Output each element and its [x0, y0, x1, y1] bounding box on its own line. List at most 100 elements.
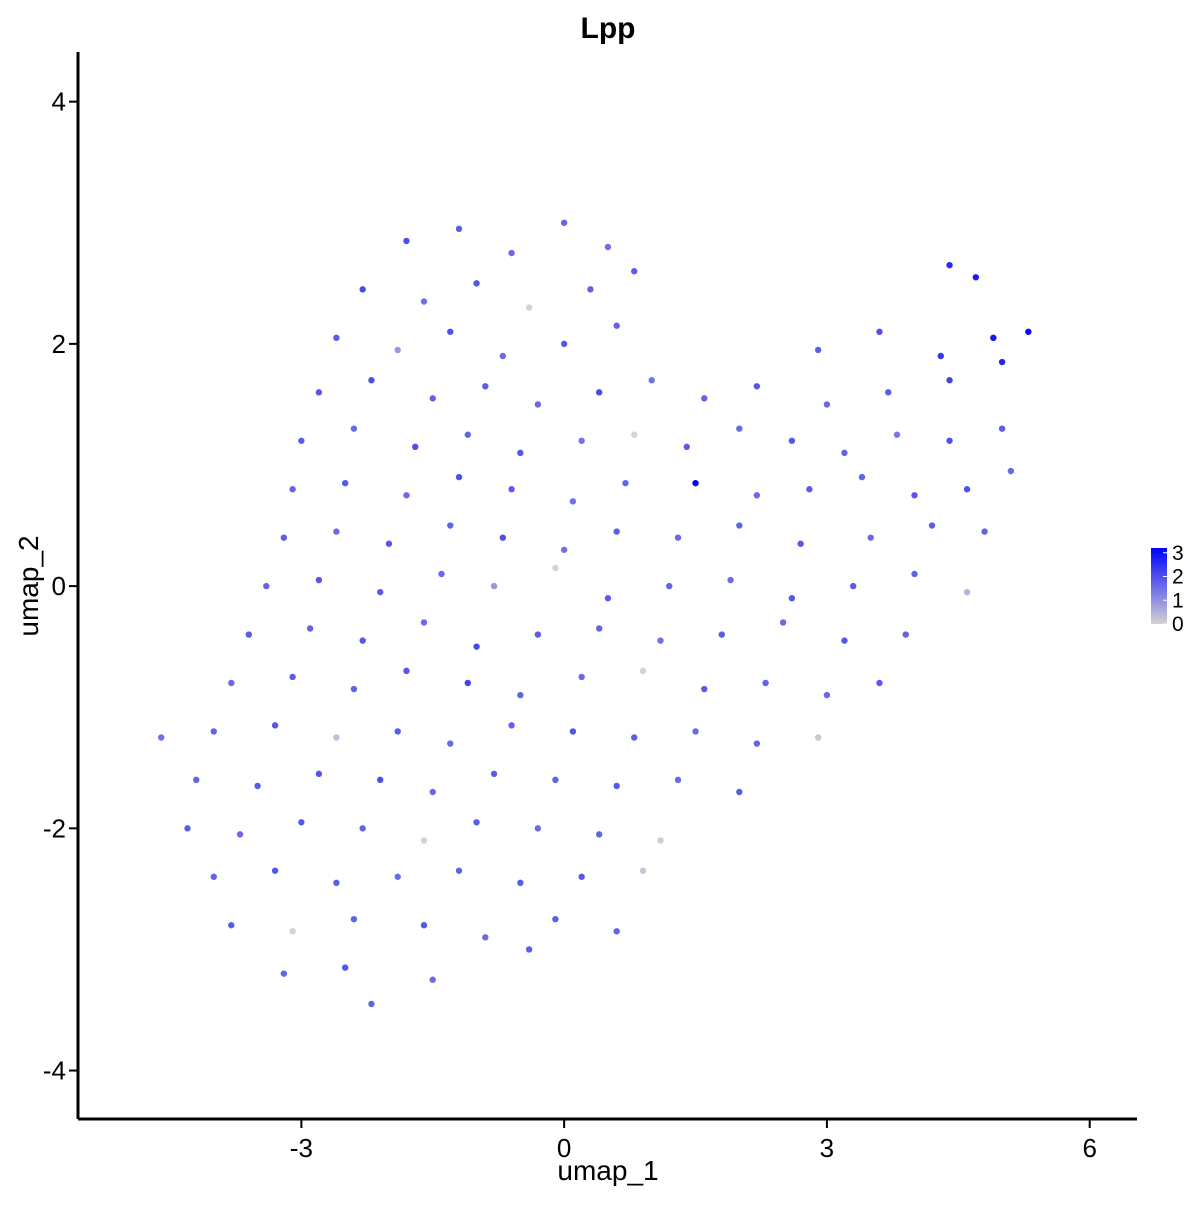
point: [911, 570, 918, 578]
point: [420, 837, 428, 844]
point: [631, 734, 638, 741]
point: [385, 540, 393, 547]
point: [587, 286, 594, 293]
point: [508, 249, 515, 257]
point: [569, 498, 577, 505]
point: [289, 673, 296, 681]
point: [394, 346, 401, 354]
colorbar: [1151, 548, 1167, 624]
x-axis-title: umap_1: [557, 1155, 658, 1186]
point: [814, 734, 822, 741]
point: [937, 352, 944, 360]
point: [639, 667, 647, 675]
point: [245, 631, 253, 638]
point: [858, 473, 866, 481]
point: [736, 425, 743, 432]
y-tick-label: -2: [43, 813, 66, 843]
point: [902, 631, 909, 638]
point: [631, 431, 638, 438]
point: [560, 219, 568, 226]
point: [350, 425, 358, 432]
point: [228, 922, 235, 929]
point: [823, 691, 831, 699]
point: [841, 637, 848, 644]
point: [841, 449, 848, 457]
point: [788, 595, 796, 602]
point: [482, 934, 489, 941]
point: [517, 879, 524, 887]
point: [263, 582, 270, 590]
point: [490, 770, 498, 778]
point: [657, 637, 664, 644]
point: [998, 425, 1006, 432]
point: [315, 576, 323, 584]
point: [193, 776, 200, 784]
point: [604, 595, 612, 602]
point: [394, 728, 401, 735]
point: [595, 625, 603, 632]
point: [893, 431, 901, 438]
point: [508, 722, 515, 729]
point: [779, 619, 787, 626]
colorbar-tick-label: 3: [1172, 542, 1184, 565]
point: [631, 268, 638, 275]
point: [981, 528, 988, 535]
point: [578, 873, 585, 880]
point: [876, 679, 883, 687]
point: [525, 946, 533, 953]
point: [455, 867, 463, 874]
point: [753, 492, 761, 499]
point: [412, 443, 419, 451]
x-tick-label: 6: [1082, 1133, 1096, 1163]
point: [236, 831, 244, 838]
point: [1007, 467, 1015, 475]
point: [306, 625, 314, 632]
point: [876, 328, 883, 335]
point: [534, 825, 542, 832]
point: [613, 928, 620, 935]
point: [420, 922, 428, 929]
point: [595, 389, 603, 396]
point: [473, 280, 480, 287]
x-tick-label: 3: [820, 1133, 834, 1163]
point: [998, 358, 1006, 366]
point: [447, 328, 454, 335]
point: [552, 564, 559, 572]
y-tick-label: 2: [52, 329, 66, 359]
point: [473, 643, 480, 650]
point: [455, 473, 463, 481]
point: [158, 734, 165, 741]
point: [359, 825, 366, 832]
point: [333, 528, 340, 535]
point: [403, 237, 410, 245]
point: [753, 383, 761, 390]
point: [692, 479, 699, 487]
point: [210, 873, 217, 880]
point: [517, 449, 524, 457]
point: [376, 588, 384, 596]
point: [701, 685, 708, 693]
point: [254, 782, 261, 790]
point: [315, 770, 323, 778]
point: [701, 395, 708, 402]
point: [534, 631, 542, 638]
point: [403, 492, 410, 499]
point: [429, 976, 436, 983]
point: [727, 576, 734, 584]
point: [350, 915, 358, 923]
point: [184, 825, 191, 832]
point: [946, 437, 953, 444]
point: [508, 486, 515, 493]
point: [429, 395, 436, 402]
point: [490, 582, 498, 590]
colorbar-tick-label: 0: [1172, 613, 1184, 636]
point: [867, 534, 874, 541]
point: [534, 401, 542, 408]
point: [298, 819, 305, 826]
point: [963, 486, 971, 493]
point: [972, 274, 980, 281]
point: [376, 776, 384, 784]
point: [289, 486, 296, 493]
point: [447, 740, 454, 747]
